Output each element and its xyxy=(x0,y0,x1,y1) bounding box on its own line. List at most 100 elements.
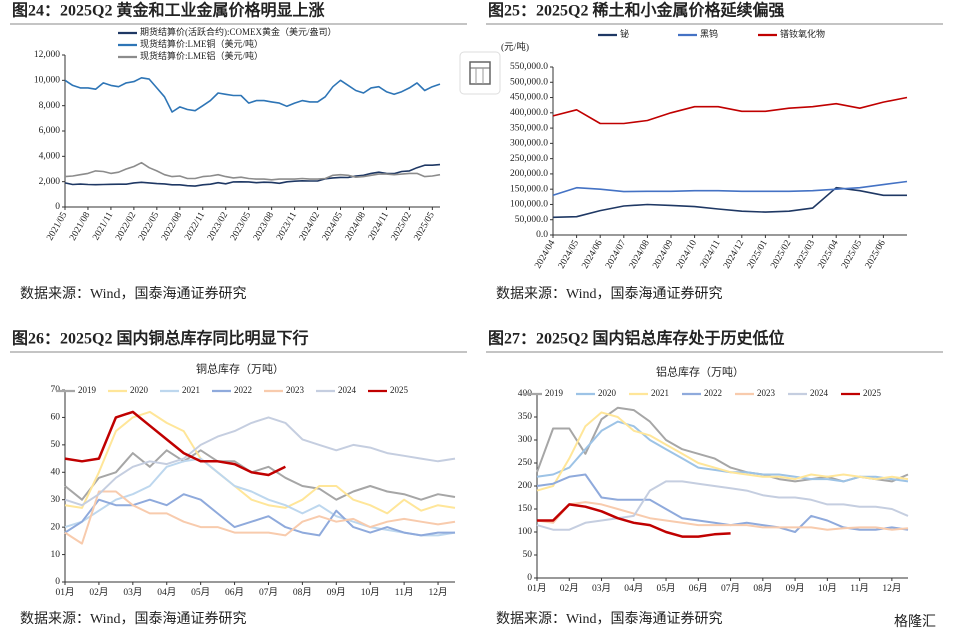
legend-label: 2019 xyxy=(78,385,97,395)
y-tick-label: 70 xyxy=(51,385,61,395)
x-tick-label: 2025/05 xyxy=(840,238,864,270)
x-tick-label: 2024/11 xyxy=(367,210,391,242)
source-note: 数据来源：Wind，国泰海通证券研究 xyxy=(20,286,247,302)
series-line xyxy=(536,420,909,483)
y-tick-label: 500,000.0 xyxy=(510,77,548,87)
y-tick-label: 250 xyxy=(518,458,533,468)
figure-title: 图27：2025Q2 国内铝总库存处于历史低位 xyxy=(488,329,784,348)
x-tick-label: 09月 xyxy=(327,587,346,598)
x-tick-label: 2024/07 xyxy=(604,238,628,270)
legend-label: 2020 xyxy=(130,385,149,395)
x-tick-label: 08月 xyxy=(293,587,312,598)
legend-label: 2022 xyxy=(704,388,722,398)
y-tick-label: 40 xyxy=(51,467,61,477)
y-tick-label: 100,000.0 xyxy=(510,200,548,210)
source-note: 数据来源：Wind，国泰海通证券研究 xyxy=(20,611,247,627)
watermark: 格隆汇 xyxy=(894,614,936,630)
x-tick-label: 2025/06 xyxy=(864,238,888,270)
y-tick-label: 50 xyxy=(51,440,61,450)
x-tick-label: 12月 xyxy=(882,583,901,594)
x-tick-label: 10月 xyxy=(818,583,837,594)
figure-title: 图26：2025Q2 国内铜总库存同比明显下行 xyxy=(12,329,308,348)
legend-label: 2019 xyxy=(545,388,564,398)
x-tick-label: 2023/02 xyxy=(206,210,230,242)
figure-title: 图25：2025Q2 稀土和小金属价格延续偏强 xyxy=(488,1,784,20)
y-tick-label: 0 xyxy=(55,202,60,212)
y-tick-label: 350 xyxy=(518,412,533,422)
y-tick-label: 30 xyxy=(51,495,61,505)
series-line xyxy=(537,503,731,538)
x-tick-label: 02月 xyxy=(560,583,579,594)
x-tick-label: 2025/04 xyxy=(816,238,840,270)
legend-label: 2024 xyxy=(810,388,829,398)
chart-subtitle: 铜总库存（万吨） xyxy=(196,362,284,376)
y-tick-label: 400,000.0 xyxy=(510,108,548,118)
series-line xyxy=(64,161,441,181)
source-note: 数据来源：Wind，国泰海通证券研究 xyxy=(496,611,723,627)
y-tick-label: 200 xyxy=(518,481,533,491)
x-tick-label: 2022/02 xyxy=(114,210,138,242)
series-line xyxy=(552,186,907,219)
series-line xyxy=(64,410,456,515)
y-tick-label: 250,000.0 xyxy=(510,154,548,164)
x-tick-label: 2024/10 xyxy=(675,238,699,270)
y-tick-label: 450,000.0 xyxy=(510,93,548,103)
x-tick-label: 2024/06 xyxy=(580,238,604,270)
x-tick-label: 2024/05 xyxy=(321,210,345,242)
y-tick-label: 150 xyxy=(518,504,533,514)
y-tick-label: 300,000.0 xyxy=(510,139,548,149)
x-tick-label: 06月 xyxy=(225,587,244,598)
source-note: 数据来源：Wind，国泰海通证券研究 xyxy=(496,286,723,302)
x-tick-label: 2023/05 xyxy=(229,210,253,242)
series-line xyxy=(552,96,908,125)
series-line xyxy=(64,449,456,501)
x-tick-label: 06月 xyxy=(689,583,708,594)
y-tick-label: 350,000.0 xyxy=(510,123,548,133)
y-tick-label: 200,000.0 xyxy=(510,169,548,179)
series-line xyxy=(64,457,456,537)
calendar-icon[interactable] xyxy=(459,51,501,95)
x-tick-label: 2021/11 xyxy=(91,210,115,242)
x-tick-label: 2024/02 xyxy=(298,210,322,242)
y-tick-label: 8,000 xyxy=(39,101,61,111)
y-tick-label: 10 xyxy=(51,550,61,560)
x-tick-label: 2023/11 xyxy=(275,210,299,242)
legend-label: 2025 xyxy=(863,388,882,398)
x-tick-label: 12月 xyxy=(429,587,448,598)
x-tick-label: 2025/01 xyxy=(746,238,770,270)
legend-label: 2020 xyxy=(598,388,617,398)
x-tick-label: 09月 xyxy=(786,583,805,594)
series-line xyxy=(64,490,456,545)
x-tick-label: 03月 xyxy=(123,587,142,598)
legend-label: 2021 xyxy=(651,388,669,398)
x-tick-label: 07月 xyxy=(259,587,278,598)
legend-label: 2023 xyxy=(286,385,305,395)
x-tick-label: 2025/02 xyxy=(769,238,793,270)
y-tick-label: 50 xyxy=(523,550,533,560)
y-tick-label: 550,000.0 xyxy=(510,62,548,72)
x-tick-label: 07月 xyxy=(721,583,740,594)
y-tick-label: 12,000 xyxy=(34,50,60,60)
y-tick-label: 0.0 xyxy=(536,230,548,240)
x-tick-label: 2024/11 xyxy=(699,238,723,270)
x-tick-label: 04月 xyxy=(624,583,643,594)
x-tick-label: 01月 xyxy=(527,583,546,594)
legend-label: 2023 xyxy=(757,388,776,398)
x-tick-label: 11月 xyxy=(395,587,414,598)
legend-label: 镨钕氧化物 xyxy=(780,28,825,39)
x-tick-label: 2024/05 xyxy=(557,238,581,270)
x-tick-label: 2024/04 xyxy=(533,238,557,270)
x-tick-label: 2024/09 xyxy=(651,238,675,270)
legend-label: 2022 xyxy=(234,385,252,395)
legend-label: 现货结算价:LME铝（美元/吨） xyxy=(140,50,263,61)
series-line xyxy=(64,416,456,507)
series-line xyxy=(64,77,441,113)
y-tick-label: 6,000 xyxy=(39,126,61,136)
x-tick-label: 2022/11 xyxy=(183,210,207,242)
legend-label: 现货结算价:LME铜（美元/吨） xyxy=(140,38,263,49)
legend-label: 2025 xyxy=(390,385,409,395)
y-tick-label: 4,000 xyxy=(39,152,61,162)
y-tick-label: 60 xyxy=(51,413,61,423)
series-line xyxy=(536,411,909,492)
